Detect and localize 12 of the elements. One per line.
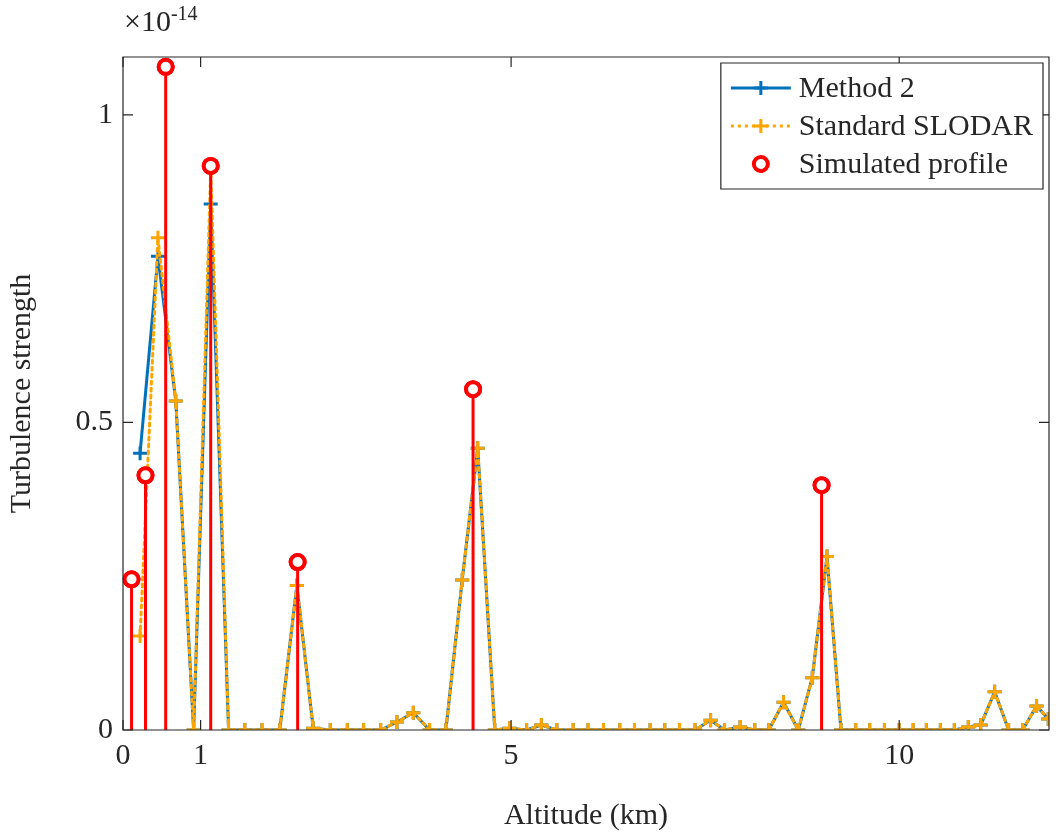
legend-label: Simulated profile — [798, 145, 1008, 179]
legend-label: Method 2 — [798, 69, 915, 103]
y-tick-label: 0.5 — [75, 403, 113, 437]
legend-label: Standard SLODAR — [798, 107, 1033, 141]
x-tick-label: 5 — [503, 736, 519, 770]
y-axis-title: Turbulence strength — [2, 273, 36, 514]
y-tick-label: 1 — [98, 95, 113, 129]
y-tick-label: 0 — [98, 710, 113, 744]
text: ×10$^{-14}$ — [124, 2, 198, 38]
x-tick-label: 10 — [884, 736, 915, 770]
x-tick-label: 1 — [193, 736, 209, 770]
x-axis-title: Altitude (km) — [503, 796, 669, 831]
